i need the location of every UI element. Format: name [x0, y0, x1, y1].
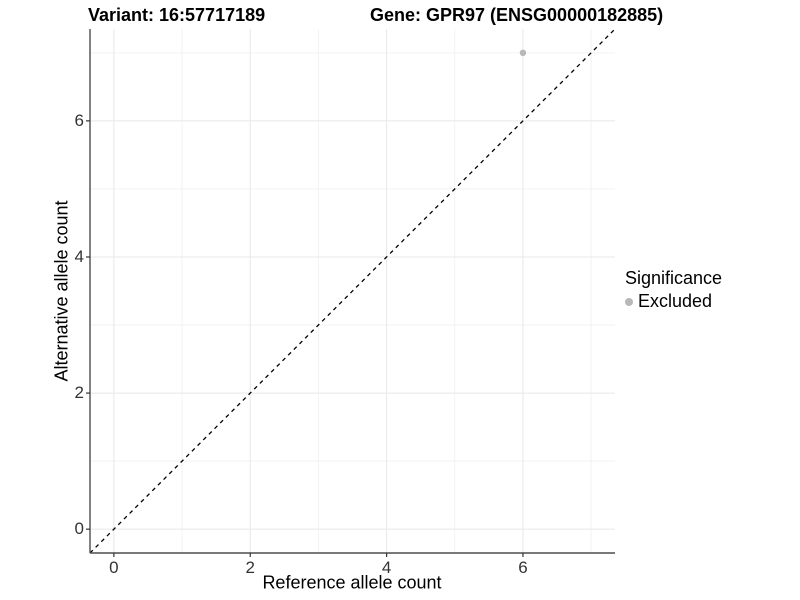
y-tick-label: 0 — [74, 519, 84, 539]
x-tick-label: 6 — [518, 558, 528, 577]
legend-item-label: Excluded — [638, 291, 713, 311]
y-tick-label: 2 — [74, 383, 84, 403]
legend-point-icon — [625, 297, 633, 306]
legend-title: Significance — [625, 268, 723, 288]
legend: Significance Excluded — [625, 268, 722, 312]
data-point — [519, 49, 527, 57]
x-tick-label: 4 — [381, 558, 392, 577]
y-tick-label: 6 — [74, 110, 84, 130]
x-tick-label: 0 — [109, 558, 119, 577]
legend-item-excluded: Excluded — [625, 291, 722, 312]
x-axis-title: Reference allele count — [262, 572, 442, 593]
plot-title-gene: Gene: GPR97 (ENSG00000182885) — [370, 5, 664, 25]
x-tick-label: 2 — [245, 558, 255, 577]
plot-title-variant: Variant: 16:57717189 — [88, 5, 266, 25]
y-tick-label: 4 — [74, 246, 84, 266]
identity-dashed-line — [89, 28, 616, 554]
y-axis-title: Alternative allele count — [51, 200, 72, 382]
